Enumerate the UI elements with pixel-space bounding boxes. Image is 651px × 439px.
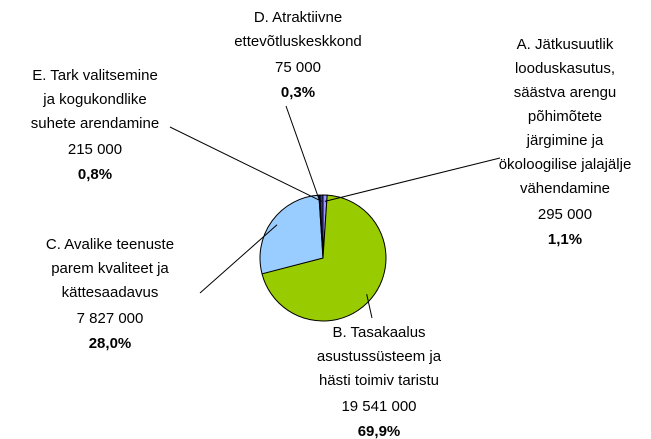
slice-label: säästva arengu (514, 84, 617, 101)
slice-label: B. Tasakaalus (332, 324, 425, 341)
value-label: 75 000 (275, 59, 321, 76)
slice-label: kättesaadavus (62, 284, 159, 301)
value-label: 295 000 (538, 206, 592, 223)
slice-label: asustussüsteem ja (317, 348, 442, 365)
percent-label: 0,3% (281, 84, 315, 101)
slice-label: A. Jätkusuutlik (517, 36, 614, 53)
percent-label: 69,9% (358, 423, 401, 439)
pie-slice (319, 194, 324, 259)
percent-label: 1,1% (548, 231, 582, 248)
pie-slice (261, 194, 387, 322)
leader-line (285, 105, 321, 202)
leader-line (366, 294, 373, 319)
slice-label: ja kogukondlike (42, 91, 146, 108)
slice-label: ökoloogilise jalajälje (499, 156, 632, 173)
value-label: 19 541 000 (341, 398, 416, 415)
slice-label: järgimine ja (526, 132, 604, 149)
leader-line (199, 224, 278, 294)
percent-label: 0,8% (78, 166, 112, 183)
slice-label: ettevõtluskeskkond (234, 33, 362, 50)
leader-line (324, 157, 501, 202)
slice-label: looduskasutus, (515, 60, 615, 77)
value-label: 215 000 (68, 141, 122, 158)
slice-label: vähendamine (520, 180, 610, 197)
value-label: 7 827 000 (77, 310, 144, 327)
slice-label: C. Avalike teenuste (46, 236, 174, 253)
percent-label: 28,0% (89, 335, 132, 352)
slice-label: põhimõtete (528, 108, 602, 125)
slice-label: hästi toimiv taristu (319, 372, 439, 389)
slice-label: parem kvaliteet ja (51, 260, 169, 277)
pie-slice (259, 194, 324, 275)
slice-label: E. Tark valitsemine (32, 67, 158, 84)
slice-label: D. Atraktiivne (254, 9, 342, 26)
leader-line (169, 126, 322, 202)
slice-label: suhete arendamine (31, 115, 159, 132)
